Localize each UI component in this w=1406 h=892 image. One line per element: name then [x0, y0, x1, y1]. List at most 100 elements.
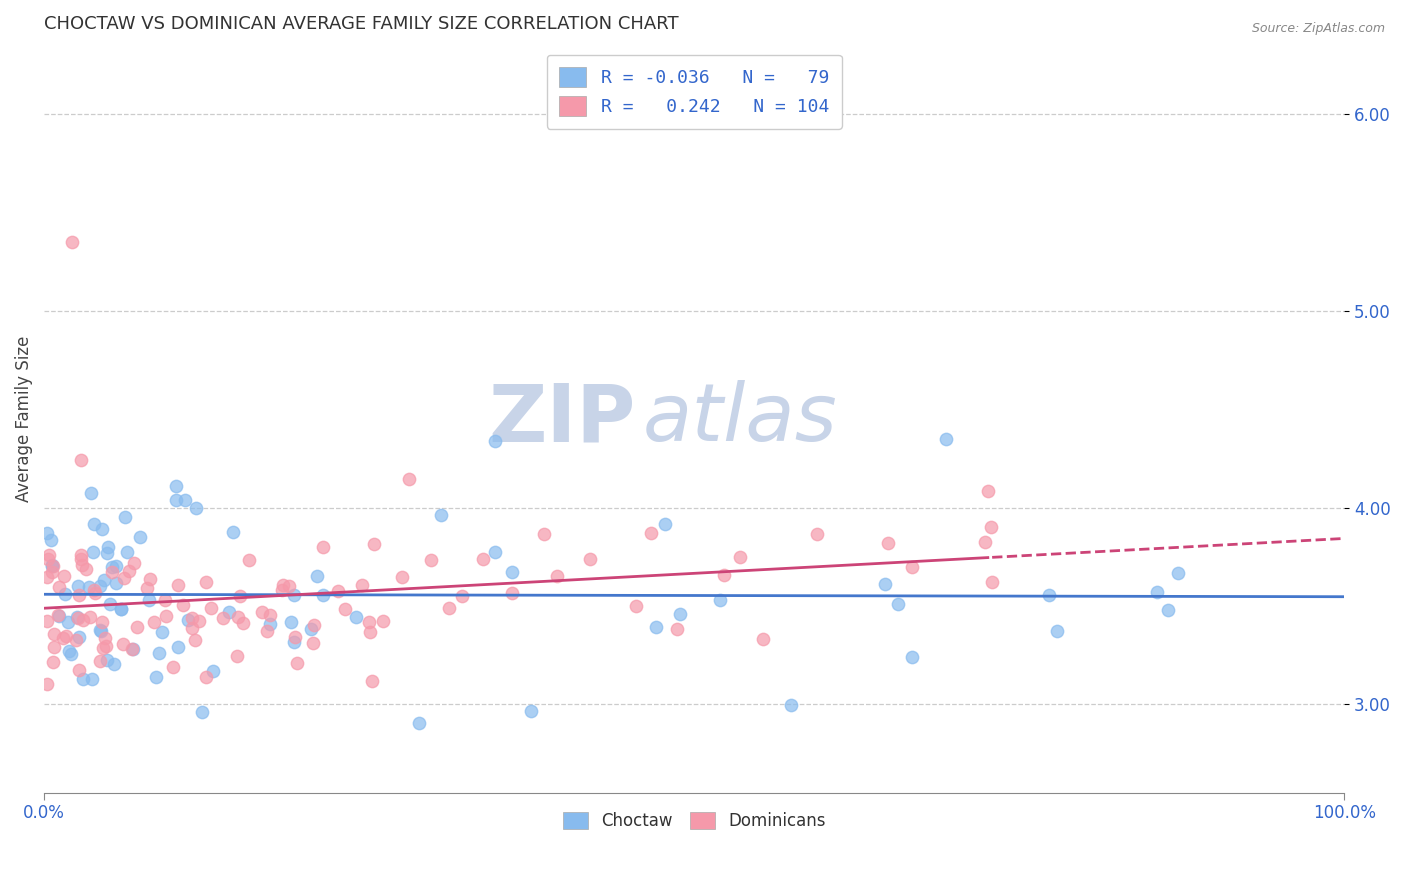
Text: Source: ZipAtlas.com: Source: ZipAtlas.com: [1251, 22, 1385, 36]
Point: [48, 609, 70, 624]
Point: [259, 617, 281, 632]
Point: [437, 600, 460, 615]
Y-axis label: Average Family Size: Average Family Size: [15, 336, 32, 502]
Point: [238, 553, 260, 567]
Point: [752, 632, 775, 646]
Point: [89, 579, 111, 593]
Point: [533, 526, 555, 541]
Point: [271, 582, 294, 597]
Point: [155, 609, 177, 624]
Point: [110, 601, 132, 615]
Point: [93, 573, 115, 587]
Point: [177, 613, 200, 627]
Point: [98, 598, 121, 612]
Point: [278, 579, 301, 593]
Point: [626, 599, 648, 613]
Point: [344, 610, 367, 624]
Point: [165, 479, 187, 493]
Point: [181, 621, 204, 635]
Point: [60, 235, 83, 250]
Point: [901, 649, 924, 664]
Point: [977, 484, 1000, 499]
Point: [371, 614, 394, 628]
Point: [578, 551, 600, 566]
Point: [89, 624, 111, 638]
Point: [887, 597, 910, 611]
Point: [114, 509, 136, 524]
Point: [58, 643, 80, 657]
Point: [398, 472, 420, 486]
Point: [520, 704, 543, 718]
Point: [53, 569, 76, 583]
Point: [271, 578, 294, 592]
Point: [877, 536, 900, 550]
Point: [53, 587, 76, 601]
Point: [122, 556, 145, 570]
Point: [709, 593, 731, 607]
Point: [228, 610, 250, 624]
Point: [35, 570, 58, 584]
Point: [65, 610, 87, 624]
Point: [1157, 603, 1180, 617]
Point: [42, 640, 65, 654]
Point: [96, 653, 118, 667]
Point: [79, 609, 101, 624]
Point: [218, 605, 240, 619]
Point: [70, 549, 93, 563]
Point: [420, 553, 443, 567]
Point: [67, 588, 90, 602]
Point: [79, 580, 101, 594]
Point: [304, 617, 326, 632]
Point: [100, 560, 122, 574]
Point: [153, 592, 176, 607]
Point: [484, 434, 506, 448]
Point: [121, 642, 143, 657]
Point: [52, 631, 75, 645]
Point: [67, 664, 90, 678]
Point: [873, 577, 896, 591]
Point: [640, 526, 662, 541]
Point: [42, 559, 65, 574]
Point: [55, 629, 77, 643]
Point: [256, 624, 278, 639]
Point: [100, 565, 122, 579]
Point: [285, 656, 308, 670]
Point: [980, 520, 1002, 534]
Point: [91, 522, 114, 536]
Point: [41, 565, 63, 579]
Point: [142, 615, 165, 629]
Point: [186, 500, 208, 515]
Point: [72, 673, 94, 687]
Point: [37, 551, 59, 566]
Point: [283, 634, 305, 648]
Point: [162, 660, 184, 674]
Point: [105, 559, 128, 574]
Point: [250, 605, 273, 619]
Point: [111, 637, 134, 651]
Point: [284, 630, 307, 644]
Point: [311, 541, 333, 555]
Point: [202, 664, 225, 678]
Point: [41, 558, 63, 573]
Point: [299, 622, 322, 636]
Point: [359, 624, 381, 639]
Point: [89, 654, 111, 668]
Point: [408, 716, 430, 731]
Point: [121, 641, 143, 656]
Point: [973, 534, 995, 549]
Point: [654, 517, 676, 532]
Point: [1038, 588, 1060, 602]
Point: [806, 527, 828, 541]
Point: [1146, 585, 1168, 599]
Point: [259, 607, 281, 622]
Point: [138, 592, 160, 607]
Point: [66, 611, 89, 625]
Point: [350, 578, 373, 592]
Point: [70, 558, 93, 573]
Point: [90, 624, 112, 638]
Point: [94, 639, 117, 653]
Point: [65, 633, 87, 648]
Point: [148, 646, 170, 660]
Point: [644, 620, 666, 634]
Point: [546, 569, 568, 583]
